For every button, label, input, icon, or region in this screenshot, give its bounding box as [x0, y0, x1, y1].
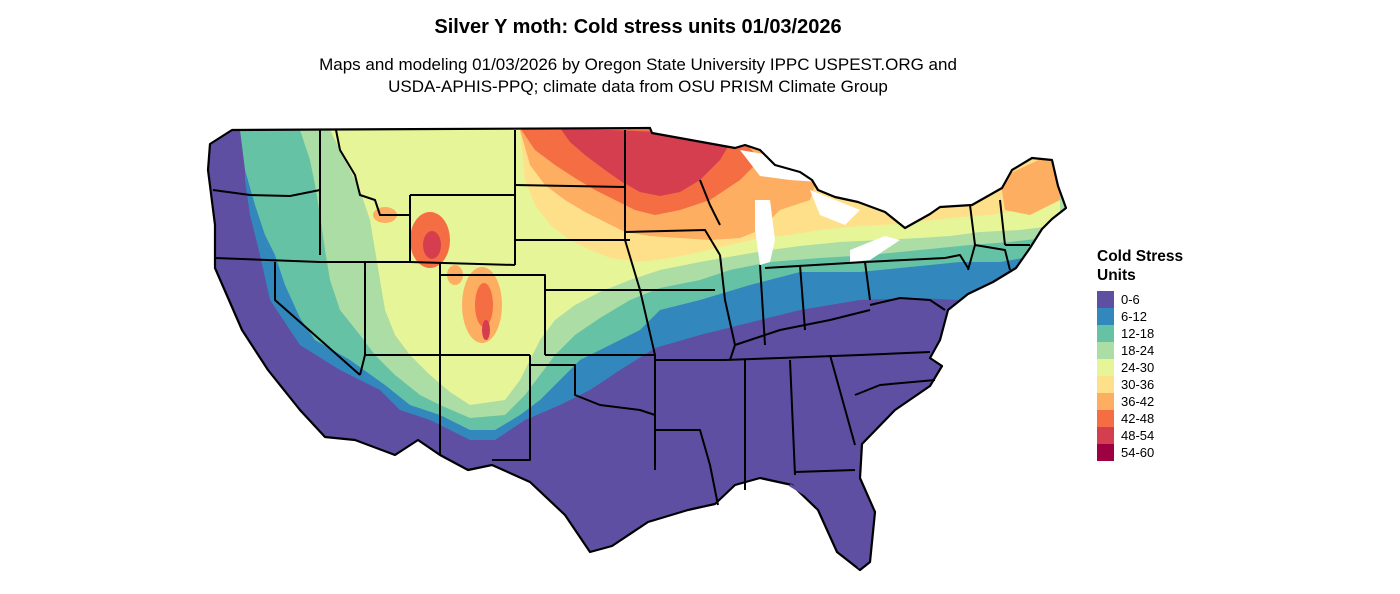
- gulf-coast: [789, 483, 862, 569]
- legend-item: 18-24: [1097, 342, 1217, 359]
- legend-label: 0-6: [1121, 292, 1140, 307]
- map-title: Silver Y moth: Cold stress units 01/03/2…: [434, 16, 842, 38]
- legend-label: 48-54: [1121, 428, 1155, 443]
- legend-swatch: [1097, 325, 1114, 342]
- legend-label: 42-48: [1121, 411, 1155, 426]
- cold-stress-fill: [208, 128, 1066, 570]
- legend: Cold Stress Units 0-6 6-12 12-18 18-24 24-30…: [1097, 247, 1217, 461]
- legend-title-line-1: Cold Stress: [1097, 248, 1184, 265]
- legend-item: 36-42: [1097, 393, 1217, 410]
- map-subtitle-line-2: USDA-APHIS-PPQ; climate data from OSU PR…: [388, 77, 888, 96]
- legend-label: 54-60: [1121, 445, 1155, 460]
- legend-swatch: [1097, 427, 1114, 444]
- legend-item: 0-6: [1097, 291, 1217, 308]
- legend-swatch: [1097, 308, 1114, 325]
- legend-items: 0-6 6-12 12-18 18-24 24-30 30-36 36-42 42-48 48-…: [1097, 291, 1217, 461]
- legend-label: 18-24: [1121, 343, 1155, 358]
- legend-swatch: [1097, 291, 1114, 308]
- legend-label: 12-18: [1121, 326, 1155, 341]
- legend-title-line-2: Units: [1097, 267, 1136, 284]
- legend-label: 6-12: [1121, 309, 1148, 324]
- legend-swatch: [1097, 444, 1114, 461]
- map-subtitle-line-1: Maps and modeling 01/03/2026 by Oregon S…: [319, 55, 957, 74]
- legend-label: 36-42: [1121, 394, 1155, 409]
- legend-swatch: [1097, 359, 1114, 376]
- legend-item: 24-30: [1097, 359, 1217, 376]
- legend-item: 12-18: [1097, 325, 1217, 342]
- state-borders: [212, 129, 1030, 506]
- legend-label: 24-30: [1121, 360, 1155, 375]
- legend-item: 54-60: [1097, 444, 1217, 461]
- legend-swatch: [1097, 393, 1114, 410]
- legend-item: 30-36: [1097, 376, 1217, 393]
- legend-swatch: [1097, 376, 1114, 393]
- legend-label: 30-36: [1121, 377, 1155, 392]
- legend-item: 48-54: [1097, 427, 1217, 444]
- legend-title: Cold Stress Units: [1097, 247, 1217, 285]
- legend-swatch: [1097, 410, 1114, 427]
- country-outline: [206, 126, 1068, 572]
- legend-item: 42-48: [1097, 410, 1217, 427]
- legend-swatch: [1097, 342, 1114, 359]
- legend-item: 6-12: [1097, 308, 1217, 325]
